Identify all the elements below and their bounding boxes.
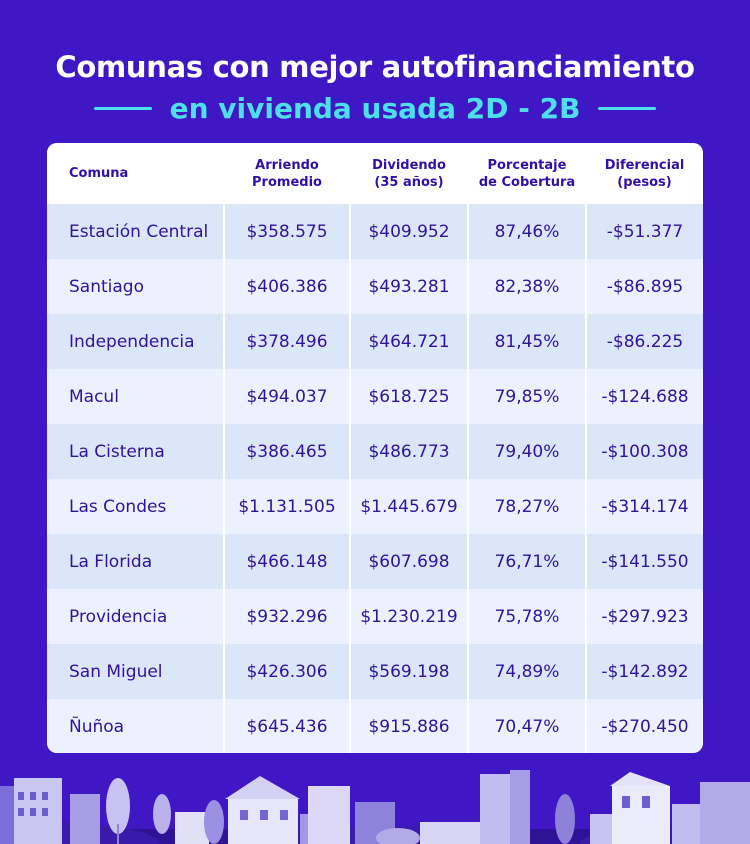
table-row: La Florida $466.148 $607.698 76,71% -$141.55…: [47, 534, 703, 589]
cell-diferencial: -$297.923: [585, 589, 703, 644]
table-row: Las Condes $1.131.505 $1.445.679 78,27% -$31…: [47, 479, 703, 534]
cell-comuna: Macul: [47, 369, 224, 424]
table-row: Ñuñoa $645.436 $915.886 70,47% -$270.450: [47, 699, 703, 753]
cell-dividendo: $493.281: [349, 259, 468, 314]
cell-porcentaje: 81,45%: [467, 314, 586, 369]
cell-porcentaje: 76,71%: [467, 534, 586, 589]
cell-comuna: Las Condes: [47, 479, 224, 534]
cell-porcentaje: 79,85%: [467, 369, 586, 424]
cell-comuna: Providencia: [47, 589, 224, 644]
cell-arriendo: $378.496: [223, 314, 350, 369]
cell-porcentaje: 82,38%: [467, 259, 586, 314]
cell-diferencial: -$51.377: [585, 204, 703, 259]
cell-porcentaje: 78,27%: [467, 479, 586, 534]
cell-diferencial: -$314.174: [585, 479, 703, 534]
cell-comuna: San Miguel: [47, 644, 224, 699]
cell-dividendo: $607.698: [349, 534, 468, 589]
cell-comuna: La Florida: [47, 534, 224, 589]
page-header: Comunas con mejor autofinanciamiento en …: [0, 50, 750, 125]
cell-diferencial: -$100.308: [585, 424, 703, 479]
cell-dividendo: $486.773: [349, 424, 468, 479]
cell-arriendo: $932.296: [223, 589, 350, 644]
cell-arriendo: $494.037: [223, 369, 350, 424]
table-row: Independencia $378.496 $464.721 81,45% -$86.…: [47, 314, 703, 369]
cell-comuna: Santiago: [47, 259, 224, 314]
cell-dividendo: $915.886: [349, 699, 468, 753]
cell-diferencial: -$141.550: [585, 534, 703, 589]
cell-dividendo: $1.445.679: [349, 479, 468, 534]
table-row: Macul $494.037 $618.725 79,85% -$124.688: [47, 369, 703, 424]
cell-porcentaje: 75,78%: [467, 589, 586, 644]
cell-comuna: Ñuñoa: [47, 699, 224, 753]
cell-arriendo: $1.131.505: [223, 479, 350, 534]
cell-diferencial: -$86.895: [585, 259, 703, 314]
header-comuna: Comuna: [47, 143, 224, 204]
data-table: Comuna Arriendo Promedio Dividendo (35 año…: [47, 143, 703, 753]
cell-arriendo: $466.148: [223, 534, 350, 589]
title-dash-right: [598, 107, 657, 110]
cell-porcentaje: 79,40%: [467, 424, 586, 479]
cell-dividendo: $569.198: [349, 644, 468, 699]
cell-arriendo: $645.436: [223, 699, 350, 753]
cell-diferencial: -$86.225: [585, 314, 703, 369]
table-row: San Miguel $426.306 $569.198 74,89% -$142.89…: [47, 644, 703, 699]
title-line-2: en vivienda usada 2D - 2B: [169, 92, 581, 125]
table-row: Providencia $932.296 $1.230.219 75,78% -$297…: [47, 589, 703, 644]
cell-dividendo: $618.725: [349, 369, 468, 424]
header-arriendo: Arriendo Promedio: [224, 143, 350, 204]
cell-porcentaje: 74,89%: [467, 644, 586, 699]
table-header-row: Comuna Arriendo Promedio Dividendo (35 año…: [47, 143, 703, 204]
cell-dividendo: $409.952: [349, 204, 468, 259]
cell-comuna: Independencia: [47, 314, 224, 369]
cell-diferencial: -$142.892: [585, 644, 703, 699]
city-skyline-illustration: [0, 770, 750, 844]
cell-dividendo: $1.230.219: [349, 589, 468, 644]
cell-arriendo: $426.306: [223, 644, 350, 699]
cell-porcentaje: 70,47%: [467, 699, 586, 753]
cell-arriendo: $358.575: [223, 204, 350, 259]
header-porcentaje: Porcentaje de Cobertura: [468, 143, 586, 204]
cell-diferencial: -$270.450: [585, 699, 703, 753]
table-row: La Cisterna $386.465 $486.773 79,40% -$100.3…: [47, 424, 703, 479]
title-line-1: Comunas con mejor autofinanciamiento: [55, 50, 695, 84]
table-row: Estación Central $358.575 $409.952 87,46% -$…: [47, 204, 703, 259]
data-table-card: Comuna Arriendo Promedio Dividendo (35 año…: [47, 143, 703, 753]
cell-diferencial: -$124.688: [585, 369, 703, 424]
cell-porcentaje: 87,46%: [467, 204, 586, 259]
table-row: Santiago $406.386 $493.281 82,38% -$86.895: [47, 259, 703, 314]
title-dash-left: [93, 107, 152, 110]
cell-dividendo: $464.721: [349, 314, 468, 369]
cell-arriendo: $386.465: [223, 424, 350, 479]
title-line-2-wrap: en vivienda usada 2D - 2B: [0, 92, 750, 125]
table-body: Estación Central $358.575 $409.952 87,46% -$…: [47, 204, 703, 753]
header-dividendo: Dividendo (35 años): [350, 143, 468, 204]
cell-comuna: Estación Central: [47, 204, 224, 259]
header-diferencial: Diferencial (pesos): [586, 143, 703, 204]
cell-arriendo: $406.386: [223, 259, 350, 314]
cell-comuna: La Cisterna: [47, 424, 224, 479]
